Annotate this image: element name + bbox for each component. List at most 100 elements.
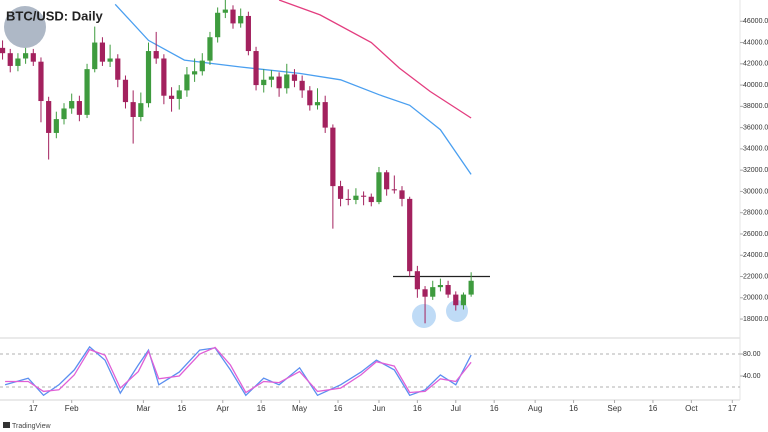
x-tick-label: May [292,404,307,413]
bottom-highlight [446,300,468,322]
y-tick-label: 22000.00 [743,273,768,280]
candle-body [7,53,13,66]
footer-logo [3,422,10,428]
x-tick-label: 16 [490,404,499,413]
candle-body [391,189,397,191]
candle-body [330,127,336,187]
candle-body [345,198,351,200]
candle-body [422,289,428,297]
candle-body [414,271,420,290]
candle-body [69,101,75,109]
candle-body [284,74,290,89]
y-tick-label: 24000.00 [743,252,768,259]
indicator-line [5,346,472,394]
candle-body [138,103,144,117]
x-tick-label: Jul [451,404,461,413]
x-tick-label: 16 [334,404,343,413]
x-tick-label: Jun [373,404,386,413]
x-tick-label: Mar [137,404,151,413]
candle-body [360,195,367,197]
x-tick-label: 17 [728,404,737,413]
y-tick-label: 40.00 [743,373,761,380]
candle-body [322,102,328,128]
y-tick-label: 80.00 [743,351,761,358]
candle-body [176,90,182,99]
candle-body [145,51,152,104]
candle-body [268,76,275,80]
y-tick-label: 30000.00 [743,188,768,195]
x-tick-label: 16 [257,404,266,413]
candle-body [76,101,82,115]
candle-body [199,60,205,72]
candle-body [153,51,159,59]
candle-body [460,294,467,306]
moving-average [114,3,472,175]
x-tick-label: 16 [413,404,422,413]
candle-body [291,74,298,81]
logo [4,6,46,48]
candle-body [107,58,113,62]
y-tick-label: 20000.00 [743,295,768,302]
candle-body [276,76,282,89]
candle-body [384,172,390,190]
candle-body [122,79,129,103]
y-tick-label: 28000.00 [743,210,768,217]
candle-body [84,69,90,115]
y-tick-label: 40000.00 [743,82,768,89]
candle-body [161,58,167,96]
candle-body [130,102,136,117]
x-tick-label: Apr [217,404,230,413]
y-tick-label: 32000.00 [743,167,768,174]
x-tick-label: 17 [29,404,38,413]
candle-body [399,190,405,199]
bottom-highlight [412,304,436,328]
candle-body [307,90,313,106]
candle-body [168,95,175,99]
candle-body [453,294,459,306]
candle-body [192,71,198,75]
candle-body [215,12,221,38]
candle-body [238,15,244,24]
plot-area: 18000.00 20000.00 22000.00 24000.00 26000.00… [0,0,768,413]
candle-body [61,108,67,120]
candle-body [445,285,451,295]
candle-body [407,198,413,272]
candle-body [376,172,382,203]
candle-body [299,80,305,91]
candle-body [46,101,52,133]
candle-body [353,195,359,200]
candle-body [337,186,344,199]
candle-body [207,37,213,61]
candle-body [38,61,44,102]
candle-body [15,58,21,66]
candle-body [92,42,98,70]
y-tick-label: 46000.00 [743,18,768,25]
y-tick-label: 18000.00 [743,316,768,323]
candle-body [245,15,251,52]
x-tick-label: 16 [648,404,657,413]
candle-body [115,58,121,80]
candle-body [0,47,6,54]
x-tick-label: Feb [65,404,79,413]
candle-body [23,53,29,59]
candle-body [222,9,228,13]
y-tick-label: 44000.00 [743,39,768,46]
candle-body [184,74,190,91]
x-tick-label: 16 [569,404,578,413]
candle-body [468,280,474,295]
indicator-line [4,345,472,397]
x-tick-label: Sep [607,404,622,413]
candle-body [437,285,444,288]
candle-body [430,287,436,297]
candle-body [368,196,374,203]
candle-body [314,102,321,106]
y-tick-label: 38000.00 [743,103,768,110]
moving-average [278,0,472,119]
y-tick-label: 42000.00 [743,61,768,68]
candle-body [261,79,267,86]
candle-body [30,53,36,62]
candle-body [99,42,106,62]
candle-body [53,119,59,133]
y-tick-label: 34000.00 [743,146,768,153]
